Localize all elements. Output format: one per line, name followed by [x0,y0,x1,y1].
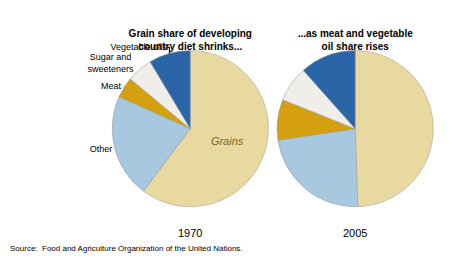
svg-text:Grains: Grains [211,135,244,147]
svg-text:2005: 2005 [343,227,367,239]
svg-text:...as meat and vegetableoil sh: ...as meat and vegetableoil share rises [298,28,413,52]
svg-text:Other: Other [90,144,113,154]
svg-text:Sugar andsweeteners: Sugar andsweeteners [87,52,134,74]
svg-text:Grain share of developingcount: Grain share of developingcountry diet sh… [129,28,252,52]
svg-text:Source: Food and Agriculture: Source: Food and Agriculture Organizatio… [10,244,243,253]
svg-text:1970: 1970 [178,227,202,239]
svg-text:Meat: Meat [101,81,122,91]
svg-text:Vegetable oils: Vegetable oils [110,42,167,52]
